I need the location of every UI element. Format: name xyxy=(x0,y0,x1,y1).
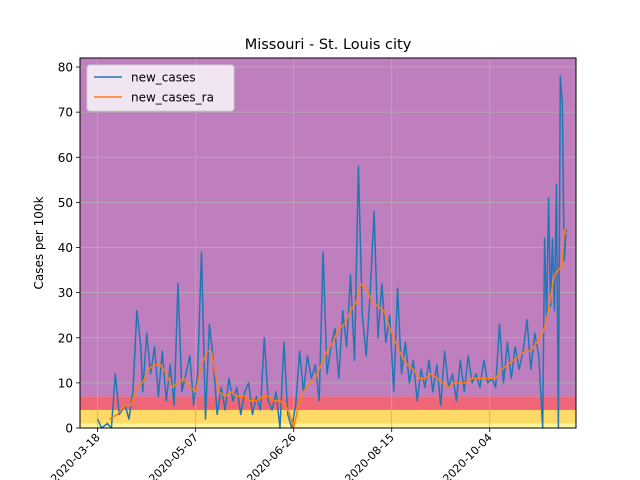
risk-band-3 xyxy=(80,58,576,397)
legend-box xyxy=(86,64,235,112)
y-tick-label: 0 xyxy=(65,422,73,436)
legend: new_cases new_cases_ra xyxy=(86,64,235,112)
y-axis: 0 10 20 30 40 50 60 70 80 xyxy=(58,61,80,436)
legend-label: new_cases_ra xyxy=(131,91,214,105)
y-tick-label: 10 xyxy=(58,376,73,390)
series-line-new_cases_ra xyxy=(109,228,567,429)
x-tick-label: 2020-06-26 xyxy=(244,431,298,480)
y-tick-label: 80 xyxy=(58,61,73,75)
y-tick-label: 20 xyxy=(58,331,73,345)
risk-bands xyxy=(80,58,576,428)
x-tick-label: 2020-03-18 xyxy=(48,431,102,480)
y-tick-label: 60 xyxy=(58,151,73,165)
y-axis-label: Cases per 100k xyxy=(32,196,46,289)
risk-band-2 xyxy=(80,396,576,410)
legend-label: new_cases xyxy=(131,71,196,85)
x-axis: 2020-03-18 2020-05-07 2020-06-26 2020-08-15… xyxy=(48,428,495,480)
series-line-new_cases xyxy=(96,75,567,429)
y-tick-label: 70 xyxy=(58,106,73,120)
chart-title: Missouri - St. Louis city xyxy=(245,37,412,53)
x-tick-label: 2020-08-15 xyxy=(342,431,396,480)
x-tick-label: 2020-10-04 xyxy=(440,431,494,480)
y-tick-label: 50 xyxy=(58,196,73,210)
plot-frame xyxy=(79,57,577,429)
x-tick-label: 2020-05-07 xyxy=(146,431,200,480)
risk-band-1 xyxy=(80,409,576,424)
risk-band-0 xyxy=(80,423,576,428)
series-layer xyxy=(96,75,567,429)
y-tick-label: 30 xyxy=(58,286,73,300)
y-tick-label: 40 xyxy=(58,241,73,255)
